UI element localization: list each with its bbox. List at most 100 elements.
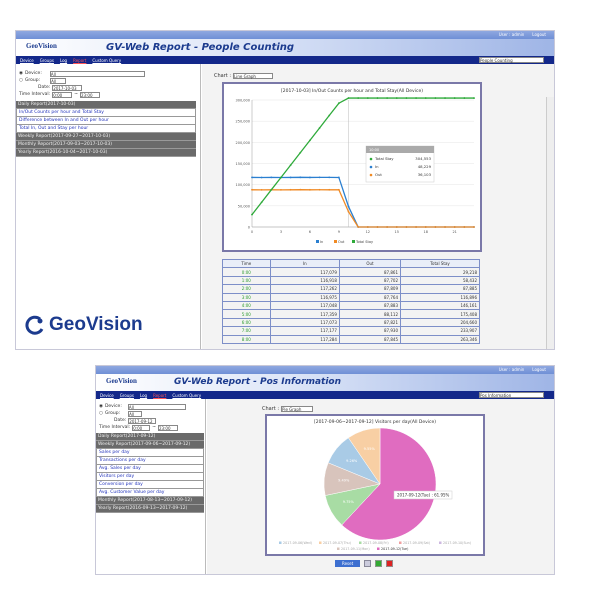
tooltip-label: Out xyxy=(375,172,382,177)
data-point xyxy=(463,226,466,228)
chart-type-select[interactable]: Pie Graph xyxy=(281,406,314,412)
daily-report[interactable]: Daily Report(2017-10-03) xyxy=(16,101,196,109)
pdf-icon[interactable] xyxy=(386,560,394,567)
monthly-report[interactable]: Monthly Report(2017-08-13~2017-09-12) xyxy=(96,497,204,505)
tooltip-label: In xyxy=(375,164,379,169)
from-select[interactable]: 0:00 xyxy=(132,424,151,431)
report-item[interactable]: Total In, Out and Stay per hour xyxy=(16,125,196,133)
report-item[interactable]: Difference between In and Out per hour xyxy=(16,117,196,125)
weekly-report[interactable]: Weekly Report(2017-09-06~2017-09-12) xyxy=(96,441,204,449)
data-point xyxy=(395,97,398,99)
legend-swatch xyxy=(334,240,337,243)
data-point xyxy=(386,226,389,228)
data-point xyxy=(357,226,360,228)
data-point xyxy=(463,97,466,99)
nav-custom-query[interactable]: Custom Query xyxy=(92,57,122,63)
logo-icon xyxy=(25,315,44,335)
nav-report[interactable]: Report xyxy=(73,57,87,63)
series-line-total-stay xyxy=(251,97,474,216)
to-select[interactable]: 23:00 xyxy=(79,91,100,98)
device-radio[interactable]: ◉ xyxy=(99,404,103,409)
logo-text: GeoVision xyxy=(49,314,143,335)
data-point xyxy=(357,97,360,99)
scrollbar[interactable] xyxy=(546,97,554,349)
y-tick-label: 0 xyxy=(248,226,250,230)
x-tick-label: 6 xyxy=(309,230,311,234)
report-item[interactable]: Avg. Customer Value per day xyxy=(96,489,204,497)
nav-bar: Device Groups Log Report Custom Query xyxy=(96,391,554,399)
left-panel: ◉ Device: All ○ Group: All Date: 2017-09-12 T… xyxy=(96,399,206,574)
report-item[interactable]: Sales per day xyxy=(96,449,204,457)
table-row: 0:00 117,079 87,861 29,218 xyxy=(222,267,480,277)
nav-log[interactable]: Log xyxy=(59,57,68,63)
legend-label: 2017-09-11(Mon) xyxy=(341,547,370,551)
logout-link[interactable]: Logout xyxy=(532,32,546,37)
table-row: 3:00 116,975 87,764 116,896 xyxy=(222,292,480,302)
group-select[interactable]: All xyxy=(50,77,67,84)
group-radio[interactable]: ○ xyxy=(19,78,23,83)
daily-report[interactable]: Daily Report(2017-09-12) xyxy=(96,433,204,441)
monthly-report[interactable]: Monthly Report(2017-09-03~2017-10-03) xyxy=(16,141,196,149)
table-cell: 87,883 xyxy=(338,300,402,311)
chart-type-select[interactable]: Line Graph xyxy=(233,73,274,79)
date-input[interactable]: 2017-10-03 xyxy=(52,84,83,91)
weekly-report[interactable]: Weekly Report(2017-09-27~2017-10-03) xyxy=(16,133,196,141)
table-cell: 117,073 xyxy=(269,317,340,328)
legend-label: 2017-09-08(Fri) xyxy=(363,541,389,545)
data-point xyxy=(405,97,408,99)
table-cell: 8:00 xyxy=(222,334,271,344)
legend-label: 2017-09-09(Sat) xyxy=(403,541,430,545)
legend-swatch xyxy=(359,541,362,544)
excel-icon[interactable] xyxy=(375,560,383,567)
group-select[interactable]: All xyxy=(128,410,143,417)
logout-link[interactable]: Logout xyxy=(532,367,546,372)
data-point xyxy=(337,176,340,179)
nav-device[interactable]: Device xyxy=(100,392,114,398)
data-point xyxy=(260,201,263,204)
legend-swatch xyxy=(377,547,380,550)
device-radio[interactable]: ◉ xyxy=(19,71,23,76)
group-radio[interactable]: ○ xyxy=(99,411,103,416)
data-point xyxy=(366,226,369,228)
print-icon[interactable] xyxy=(364,560,372,567)
nav-custom-query[interactable]: Custom Query xyxy=(172,392,202,398)
to-select[interactable]: 23:00 xyxy=(157,424,178,431)
table-cell: 117,262 xyxy=(269,284,340,294)
nav-groups[interactable]: Groups xyxy=(119,392,134,398)
device-select[interactable]: All xyxy=(127,403,186,410)
nav-device[interactable]: Device xyxy=(20,57,34,63)
nav-log[interactable]: Log xyxy=(139,392,148,398)
group-label: Group: xyxy=(24,78,41,83)
nav-report[interactable]: Report xyxy=(153,392,167,398)
reset-button[interactable]: Reset xyxy=(335,560,361,567)
report-item[interactable]: Conversion per day xyxy=(96,481,204,489)
table-cell: 87,809 xyxy=(338,284,402,294)
geovision-logo: GeoVision xyxy=(25,314,143,336)
user-link[interactable]: User : admin xyxy=(498,367,525,372)
data-point xyxy=(280,176,282,179)
data-point xyxy=(347,97,350,99)
table-row: 6:00 117,073 87,821 204,660 xyxy=(222,317,480,328)
user-link[interactable]: User : admin xyxy=(498,32,525,37)
data-point xyxy=(376,226,379,228)
pie-slice xyxy=(341,427,437,541)
device-select[interactable]: All xyxy=(49,70,145,77)
report-item[interactable]: Avg. Sales per day xyxy=(96,465,204,473)
mode-select[interactable]: Pos Information xyxy=(479,392,544,398)
report-item[interactable]: Visitors per day xyxy=(96,473,204,481)
nav-groups[interactable]: Groups xyxy=(39,57,54,63)
report-item[interactable]: In/Out Counts per hour and Total Stay xyxy=(16,109,196,117)
report-item[interactable]: Transactions per day xyxy=(96,457,204,465)
data-point xyxy=(260,176,263,179)
yearly-report[interactable]: Yearly Report(2016-10-04~2017-10-03) xyxy=(16,149,196,157)
legend-swatch xyxy=(316,240,319,243)
yearly-report[interactable]: Yearly Report(2016-09-13~2017-09-12) xyxy=(96,505,204,513)
data-point xyxy=(318,127,321,129)
date-input[interactable]: 2017-09-12 xyxy=(128,417,157,424)
from-select[interactable]: 0:00 xyxy=(52,91,73,98)
x-tick-label: 9 xyxy=(338,230,340,234)
mode-select[interactable]: People Counting xyxy=(479,57,544,63)
y-tick-label: 50,000 xyxy=(238,204,250,208)
table-cell: 3:00 xyxy=(222,292,271,302)
tooltip-value: 304,553 xyxy=(415,156,431,161)
